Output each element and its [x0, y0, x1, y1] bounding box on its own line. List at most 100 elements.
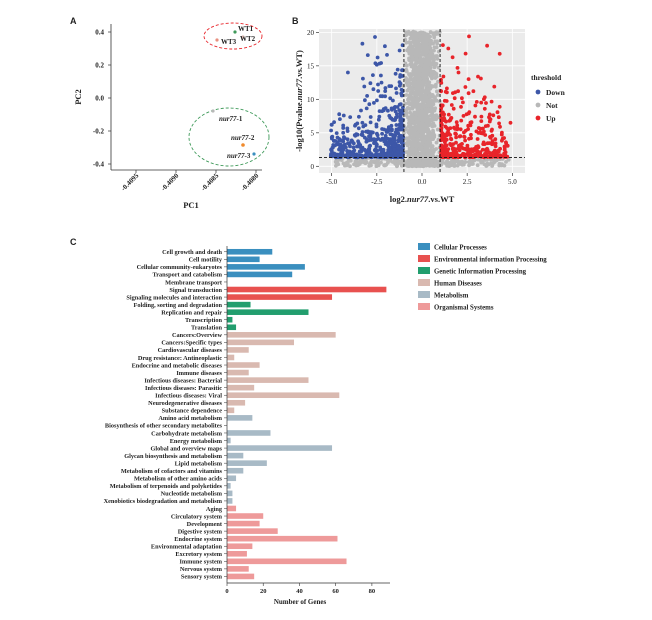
volcano-point-down [352, 148, 357, 153]
volcano-point-not [427, 120, 432, 124]
bar-category-label: Cell growth and death [162, 249, 222, 256]
pca-label-wt2: WT2 [240, 35, 256, 43]
volcano-point-down [388, 96, 393, 101]
volcano-point-up [461, 100, 465, 105]
volcano-point-up [469, 120, 474, 125]
volcano-point-not [432, 31, 437, 36]
volcano-point-up [463, 85, 468, 89]
volcano-point-down [390, 127, 394, 132]
volcano-point-up [482, 106, 487, 111]
volcano-x-tick-label: -5.0 [326, 178, 338, 186]
volcano-point-not [421, 82, 426, 87]
bar [227, 362, 260, 368]
volcano-point-down [367, 134, 371, 139]
volcano-point-down [363, 148, 368, 153]
volcano-point-not [491, 160, 496, 165]
volcano-point-not [406, 101, 410, 106]
volcano-point-not [443, 161, 448, 166]
panel-b-label: B [292, 16, 299, 26]
volcano-point-not [423, 143, 428, 148]
volcano-point-not [415, 144, 419, 149]
volcano-point-down [400, 134, 404, 139]
volcano-point-down [365, 53, 370, 57]
volcano-point-up [441, 43, 445, 47]
volcano-point-not [405, 32, 409, 37]
pca-y-tick-label: 0.2 [95, 62, 104, 70]
bar-legend-label: Genetic Information Processing [434, 269, 527, 276]
volcano-point-not [475, 163, 480, 168]
volcano-point-not [424, 89, 428, 94]
bar [227, 399, 246, 406]
volcano-point-down [359, 108, 363, 113]
volcano-point-not [410, 57, 415, 61]
volcano-point-up [439, 118, 444, 122]
volcano-point-not [408, 31, 412, 36]
volcano-point-down [387, 153, 391, 157]
volcano-point-down [330, 150, 334, 155]
volcano-point-down [389, 116, 394, 121]
volcano-point-not [412, 130, 417, 135]
volcano-point-not [472, 158, 477, 163]
volcano-point-up [485, 43, 489, 48]
volcano-point-not [427, 87, 431, 91]
volcano-y-tick-label: 10 [307, 96, 315, 104]
bar [227, 535, 338, 542]
volcano-point-up [453, 90, 458, 95]
volcano-point-up [495, 110, 500, 115]
volcano-point-not [408, 110, 412, 115]
volcano-point-not [412, 125, 417, 130]
volcano-point-down [373, 141, 378, 146]
volcano-point-down [338, 145, 342, 150]
bar-category-label: Sensory system [181, 574, 223, 581]
pca-y-tick-label: -0.2 [93, 128, 105, 136]
volcano-point-up [456, 89, 460, 94]
bar-legend-label: Environmental information Processing [434, 257, 547, 264]
volcano-point-down [368, 115, 373, 119]
volcano-point-not [421, 71, 426, 76]
volcano-point-up [485, 146, 489, 151]
bar-legend: Cellular Processes Environmental informat… [418, 243, 547, 312]
bar-x-tick-label: 60 [332, 588, 339, 595]
volcano-point-down [396, 143, 401, 148]
volcano-point-down [383, 44, 387, 49]
volcano-point-up [479, 114, 484, 119]
legend-marker-not [535, 102, 541, 108]
volcano-point-up [475, 137, 480, 141]
pca-label-wt1: WT1 [238, 25, 254, 33]
volcano-point-down [383, 106, 388, 110]
volcano-point-down [382, 127, 387, 132]
volcano-point-up [468, 150, 472, 155]
pca-x-tick-label: -0.4080 [239, 171, 260, 192]
pca-x-tick-label: -0.4090 [159, 171, 180, 192]
volcano-point-not [408, 139, 412, 144]
volcano-point-up [488, 155, 493, 159]
volcano-point-not [417, 107, 421, 111]
volcano-point-down [389, 140, 394, 145]
volcano-point-not [408, 36, 413, 41]
volcano-point-not [435, 54, 439, 58]
volcano-point-not [427, 129, 432, 134]
volcano-point-down [341, 145, 346, 149]
volcano-point-down [398, 116, 403, 120]
volcano-point-not [428, 133, 433, 138]
volcano-point-down [374, 122, 379, 127]
bar-category-label: Cancers:Overview [172, 332, 222, 339]
volcano-point-not [413, 63, 418, 67]
volcano-point-up [443, 89, 448, 94]
volcano-point-up [445, 153, 450, 158]
volcano-point-down [393, 71, 398, 76]
volcano-point-not [438, 162, 443, 167]
volcano-point-not [417, 114, 422, 119]
bar [227, 430, 271, 436]
volcano-point-not [422, 64, 426, 69]
bar [227, 324, 237, 331]
volcano-point-down [338, 117, 342, 121]
pca-y-tick-label: 0.0 [95, 95, 104, 103]
bar-category-label: Metabolism of terpenoids and polyketides [110, 483, 223, 490]
volcano-point-not [451, 161, 455, 165]
volcano-point-down [388, 148, 392, 153]
volcano-point-down [348, 115, 353, 119]
volcano-point-up [442, 112, 446, 117]
volcano-point-not [436, 115, 441, 120]
